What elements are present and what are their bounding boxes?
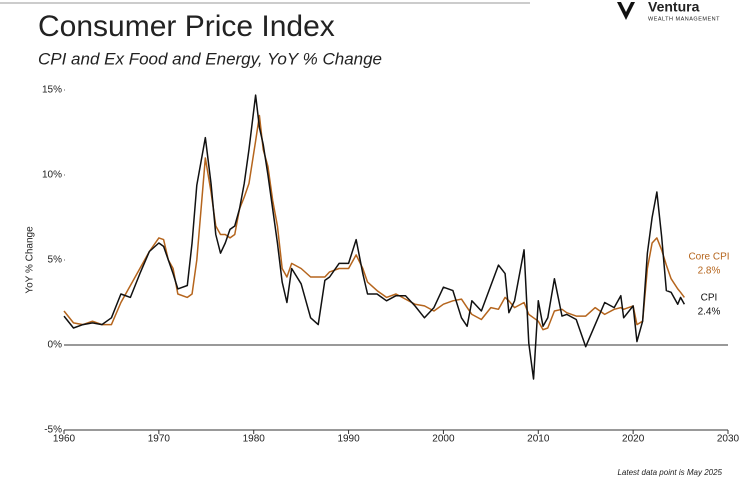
logo-mark — [617, 2, 635, 20]
y-tick-label: 5% — [48, 255, 63, 266]
x-tick-label: 2020 — [622, 434, 645, 445]
x-tick-label: 2000 — [432, 434, 455, 445]
end-value-label: 2.4% — [698, 307, 721, 318]
chart-subtitle: CPI and Ex Food and Energy, YoY % Change — [38, 49, 382, 68]
x-tick-label: 2030 — [717, 434, 740, 445]
footnote: Latest data point is May 2025 — [617, 468, 722, 477]
series-label: CPI — [701, 293, 718, 304]
series-line — [63, 114, 685, 331]
x-tick-label: 2010 — [527, 434, 550, 445]
end-value-label: 2.8% — [698, 266, 721, 277]
series-label: Core CPI — [688, 252, 729, 263]
x-tick-label: 1960 — [53, 434, 76, 445]
y-axis-label: YoY % Change — [25, 226, 36, 294]
x-tick-label: 1980 — [243, 434, 266, 445]
x-tick-label: 1970 — [148, 434, 171, 445]
logo-name: Ventura — [648, 0, 700, 15]
logo-tagline: WEALTH MANAGEMENT — [648, 16, 720, 22]
chart-title: Consumer Price Index — [38, 10, 335, 43]
y-tick-label: 0% — [48, 340, 63, 351]
series-line — [63, 94, 686, 380]
y-tick-label: 10% — [42, 170, 62, 181]
y-tick-label: -5% — [44, 425, 62, 436]
y-tick-label: 15% — [42, 85, 62, 96]
x-tick-label: 1990 — [337, 434, 360, 445]
